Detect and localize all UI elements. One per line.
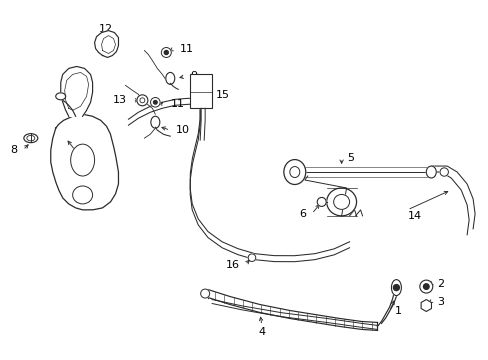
Ellipse shape [426,166,435,178]
Text: 3: 3 [436,297,443,306]
Text: 13: 13 [113,95,127,105]
Polygon shape [61,67,92,116]
Text: 10: 10 [175,125,189,135]
Text: 4: 4 [258,327,265,337]
Ellipse shape [390,280,401,296]
Text: 15: 15 [215,90,229,100]
Text: 16: 16 [225,260,239,270]
FancyBboxPatch shape [190,75,212,108]
Polygon shape [420,300,430,311]
Text: 7: 7 [82,147,89,157]
Circle shape [161,48,171,58]
Circle shape [439,168,447,176]
Text: 5: 5 [346,153,353,163]
Ellipse shape [24,134,38,143]
Circle shape [164,50,168,54]
Ellipse shape [165,72,174,84]
Text: 6: 6 [299,209,305,219]
Ellipse shape [326,188,356,216]
Text: 8: 8 [10,145,18,155]
Circle shape [153,100,157,104]
Ellipse shape [333,194,349,210]
Circle shape [248,254,255,261]
Text: 14: 14 [407,211,421,221]
Text: 2: 2 [436,279,443,289]
Polygon shape [51,114,118,210]
Circle shape [317,197,325,206]
Ellipse shape [27,135,35,141]
Text: 9: 9 [190,71,198,81]
Circle shape [419,280,432,293]
Text: 12: 12 [98,24,112,33]
Text: 1: 1 [394,306,401,316]
Circle shape [137,95,147,106]
Circle shape [140,98,144,103]
Text: 11: 11 [170,99,184,109]
Polygon shape [94,31,118,57]
Ellipse shape [73,186,92,204]
Ellipse shape [289,167,299,177]
Ellipse shape [151,116,160,128]
Circle shape [150,98,160,107]
Circle shape [393,285,399,291]
Ellipse shape [71,144,94,176]
Ellipse shape [56,93,65,100]
Circle shape [423,284,428,289]
Ellipse shape [283,159,305,184]
Circle shape [200,289,209,298]
Text: 11: 11 [180,44,193,54]
